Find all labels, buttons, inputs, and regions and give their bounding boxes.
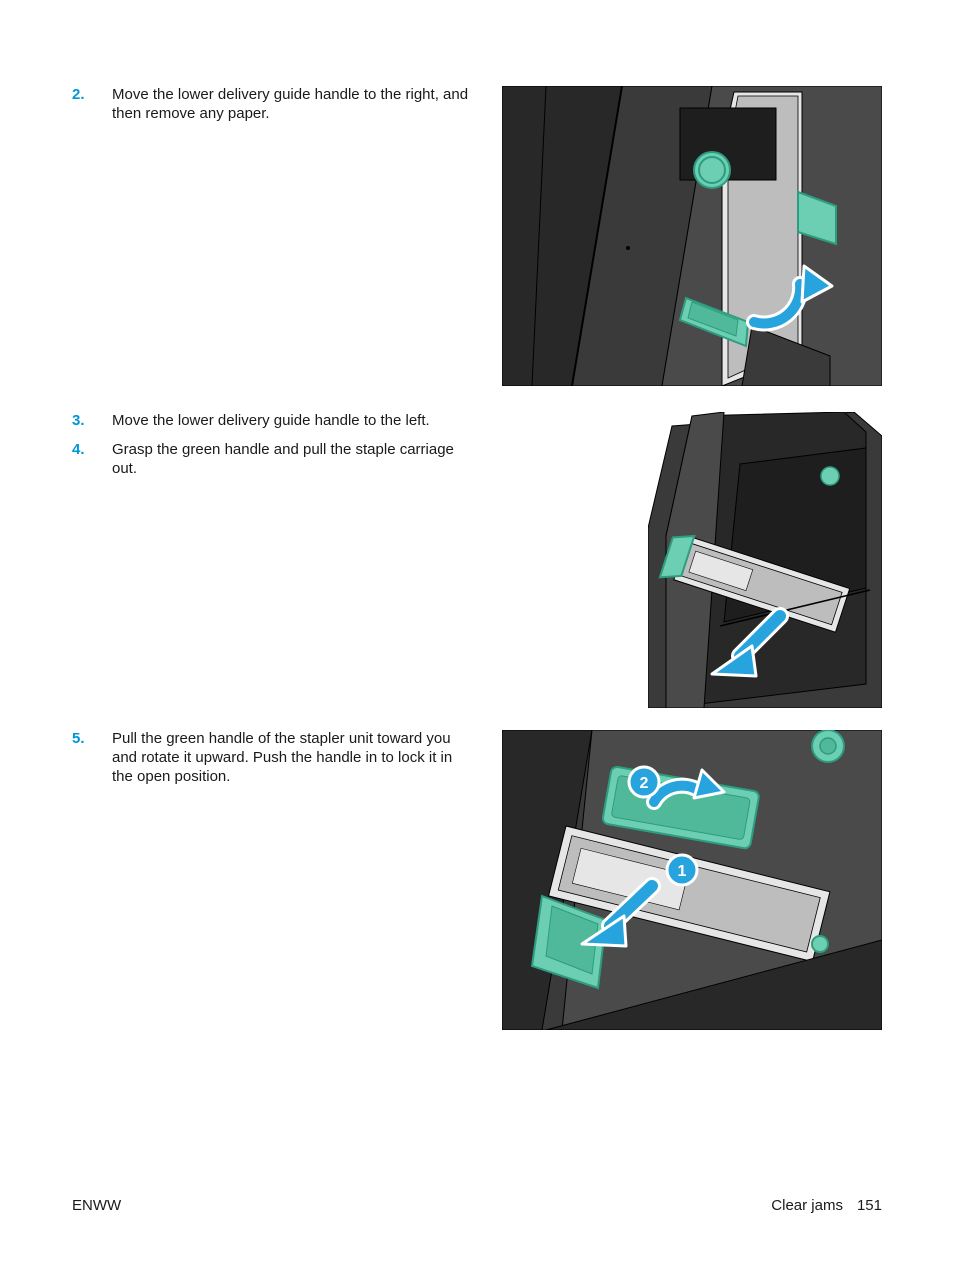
step-number: 2. xyxy=(72,86,112,103)
step-row-2: 2. Move the lower delivery guide handle … xyxy=(72,86,882,386)
step-row-5: 5. Pull the green handle of the stapler … xyxy=(72,730,882,1030)
step-text: Grasp the green handle and pull the stap… xyxy=(112,441,472,479)
text-column: 5. Pull the green handle of the stapler … xyxy=(72,730,502,796)
callout-badge-1: 1 xyxy=(678,863,687,880)
text-column: 3. Move the lower delivery guide handle … xyxy=(72,412,502,488)
illustration-step-5: 1 2 xyxy=(502,730,882,1030)
illustration-step-2 xyxy=(502,86,882,386)
step-2: 2. Move the lower delivery guide handle … xyxy=(72,86,502,124)
step-text: Pull the green handle of the stapler uni… xyxy=(112,730,472,786)
step-3: 3. Move the lower delivery guide handle … xyxy=(72,412,502,431)
step-number: 5. xyxy=(72,730,112,747)
step-4: 4. Grasp the green handle and pull the s… xyxy=(72,441,502,479)
footer-left: ENWW xyxy=(72,1197,121,1214)
footer-section: Clear jams xyxy=(771,1197,843,1214)
document-page: 2. Move the lower delivery guide handle … xyxy=(0,0,954,1270)
footer-page-number: 151 xyxy=(857,1197,882,1214)
illustration-step-4 xyxy=(648,412,882,708)
step-number: 3. xyxy=(72,412,112,429)
step-text: Move the lower delivery guide handle to … xyxy=(112,86,472,124)
step-text: Move the lower delivery guide handle to … xyxy=(112,412,472,431)
page-footer: ENWW Clear jams 151 xyxy=(72,1197,882,1214)
callout-badge-2: 2 xyxy=(640,775,649,792)
text-column: 2. Move the lower delivery guide handle … xyxy=(72,86,502,134)
step-number: 4. xyxy=(72,441,112,458)
step-5: 5. Pull the green handle of the stapler … xyxy=(72,730,502,786)
step-row-3-4: 3. Move the lower delivery guide handle … xyxy=(72,412,882,708)
